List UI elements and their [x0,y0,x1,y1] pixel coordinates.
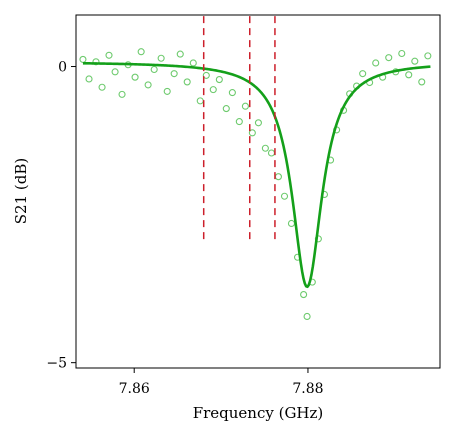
data-point [202,71,210,79]
data-point [92,58,100,66]
data-point [85,75,93,83]
data-point [189,59,197,67]
data-point [118,90,126,98]
data-point [98,83,106,91]
data-point [261,144,269,152]
data-point [241,102,249,110]
data-point [209,86,217,94]
data-point [424,52,432,60]
data-point [131,73,139,81]
data-point [176,50,184,58]
data-point [254,119,262,127]
data-point [228,89,236,97]
data-point [137,48,145,56]
data-point [235,118,243,126]
data-point [303,312,311,321]
data-point [183,78,191,86]
data-point [163,87,171,95]
data-point [222,105,230,113]
data-point [411,57,419,65]
y-tick-label: −5 [46,356,67,372]
data-point [79,55,87,63]
data-point [398,49,406,58]
data-point [105,51,113,59]
data-point [150,65,158,74]
plot-area-frame [75,14,441,369]
chart-marks [79,16,432,321]
data-point [144,81,152,89]
axis-ticks: 7.86 7.88 0 −5 [46,60,323,397]
y-tick-label: 0 [58,60,67,76]
data-point [385,54,393,62]
data-point [418,78,426,86]
data-point [300,291,308,299]
data-point [372,59,380,67]
x-tick-label: 7.88 [292,381,323,397]
data-point [157,54,165,62]
data-point [170,70,178,78]
data-point [111,68,119,76]
fit-curve [82,61,431,289]
data-point [405,71,413,79]
data-point [359,70,367,78]
x-axis-label: Frequency (GHz) [193,404,324,422]
data-point [280,192,289,200]
y-axis-label: S21 (dB) [12,158,30,224]
data-point [248,129,256,137]
data-point [215,76,223,84]
x-tick-label: 7.86 [119,381,150,397]
